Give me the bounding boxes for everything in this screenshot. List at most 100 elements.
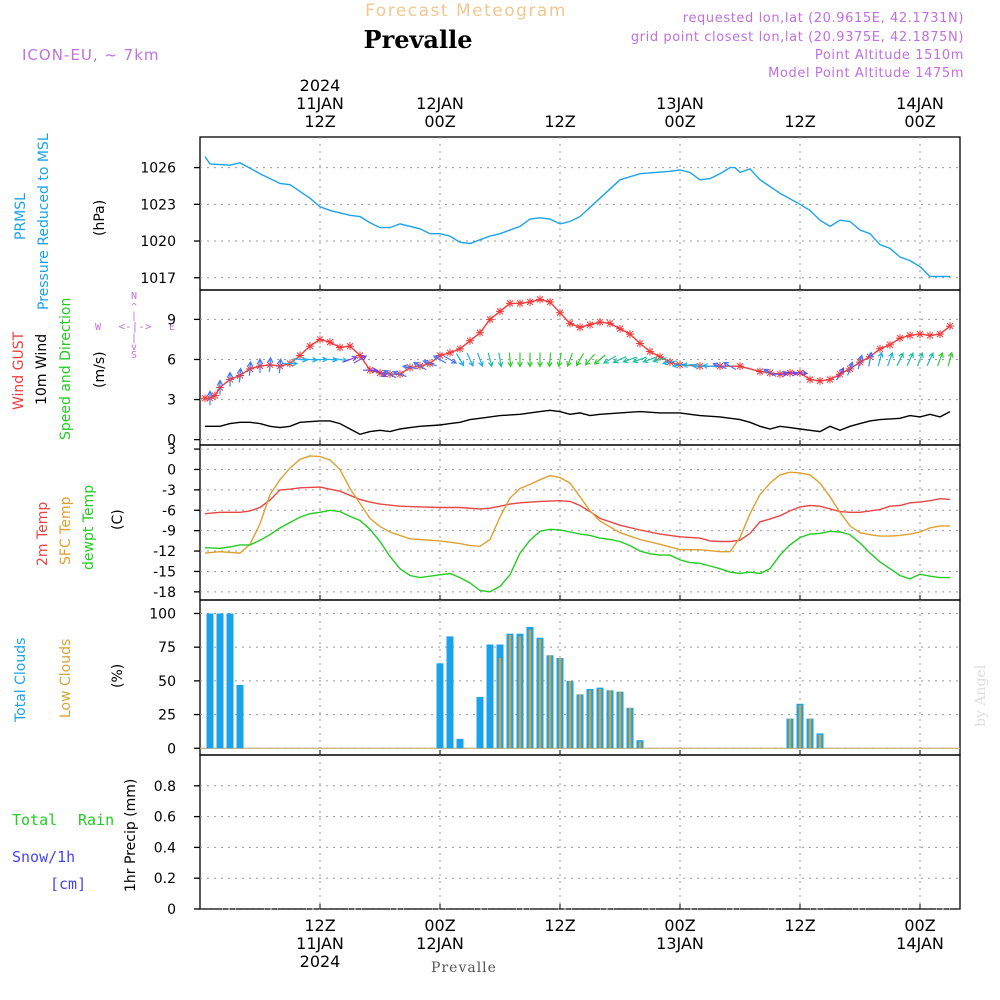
wind-arrow [422, 359, 437, 367]
t2m-label: 2m Temp [35, 502, 51, 566]
wind-arrow [527, 352, 533, 368]
wind-ytick-label: 3 [167, 393, 176, 409]
wind-arrow [477, 352, 484, 368]
gust-marker [436, 351, 444, 360]
time-label-bottom: 00Z [424, 916, 455, 935]
low-bar [628, 707, 632, 749]
10m-wind-line [205, 409, 951, 436]
meteogram-title: Forecast Meteogram [365, 1, 567, 21]
gust-marker [496, 307, 504, 316]
clouds-ytick-label: 0 [167, 741, 176, 757]
gust-marker [346, 342, 354, 351]
low-clouds-label: Low Clouds [58, 639, 74, 718]
gust-marker [556, 308, 564, 317]
total-bar [436, 663, 444, 749]
temperature-ytick-label: -6 [162, 503, 176, 519]
requested-coordinates: requested lon,lat (20.9615E, 42.1731N) [683, 11, 964, 26]
gust-marker [466, 336, 474, 345]
low-bar [558, 657, 562, 749]
wind-gust-label: Wind GUST [11, 331, 27, 410]
time-label-bottom: 2024 [300, 952, 341, 971]
wind-panel-labels: Wind GUST 10m Wind Speed and Direction (… [11, 291, 175, 440]
gust-marker [201, 394, 209, 403]
gust-marker [536, 295, 544, 304]
low-bar [818, 734, 822, 749]
precip-ytick-label: 0.8 [154, 779, 176, 795]
gust-marker [816, 376, 824, 385]
wind-panel: 0 3 6 9 [167, 289, 961, 449]
wind-arrow [632, 356, 647, 364]
pressure-panel-labels: PRMSL Pressure Reduced to MSL (hPa) [13, 133, 108, 310]
wind-arrow [466, 352, 474, 367]
wind-arrow [906, 352, 914, 367]
wind-arrow [857, 354, 864, 370]
station-title: Prevalle [364, 25, 473, 54]
gust-marker [936, 330, 944, 339]
wind-compass-icon: N ^ | W <-|-> E | v S [95, 291, 175, 361]
gust-marker [586, 320, 594, 329]
compass-bar-up: | [131, 311, 137, 322]
wind-arrow [926, 352, 934, 367]
gust-marker [506, 299, 514, 308]
wind-arrow [917, 351, 924, 367]
time-label-top: 12Z [304, 112, 335, 131]
gust-marker [566, 319, 574, 328]
wind-arrow [277, 357, 284, 374]
time-label-bottom: 00Z [904, 916, 935, 935]
wind-arrow [237, 367, 244, 383]
wind-arrow [593, 354, 606, 365]
wind-direction-label: Speed and Direction [58, 298, 74, 440]
time-label-bottom: 12Z [304, 916, 335, 935]
wind-arrow [432, 355, 447, 364]
time-label-bottom: 00Z [664, 916, 695, 935]
wind-arrow [267, 356, 274, 372]
gridpoint-coordinates: grid point closest lon,lat (20.9375E, 42… [631, 30, 964, 45]
temperature-ytick-label: -18 [153, 585, 176, 601]
wind-arrow [722, 362, 737, 371]
total-bar [216, 613, 224, 749]
time-label-top: 12JAN [416, 94, 464, 113]
gust-marker [336, 343, 344, 352]
prmsl-line [204, 156, 950, 278]
wind-arrow [602, 355, 617, 364]
gust-marker [516, 299, 524, 308]
wind-arrow [792, 370, 809, 377]
sfc-temp-label: SFC Temp [58, 496, 74, 565]
gust-marker [916, 330, 924, 339]
wind-arrow [622, 356, 637, 364]
gust-marker [476, 328, 484, 337]
wind-arrow [652, 357, 667, 364]
time-label-bottom: 12Z [544, 916, 575, 935]
wind-arrow [517, 352, 523, 368]
wind-arrow [217, 379, 223, 395]
temperature-ytick-label: 0 [167, 462, 176, 478]
wind-arrow [877, 351, 884, 367]
wind-ytick-label: 6 [167, 352, 176, 368]
dewpt-temp-line [204, 509, 950, 593]
clouds-ytick-label: 100 [149, 606, 176, 622]
gust-marker [576, 323, 584, 332]
sfc-temp-line [204, 455, 950, 554]
gust-marker [356, 351, 364, 360]
wind-arrow [207, 389, 213, 406]
low-bar [498, 657, 502, 749]
clouds-ytick-label: 75 [158, 640, 176, 656]
clouds-ytick-label: 50 [158, 674, 176, 690]
wind-arrow [537, 352, 543, 368]
total-bar [486, 644, 494, 749]
precip-panel-labels: Total Rain Snow/1h [cm] 1hr Precip (mm) [12, 779, 139, 893]
gust-marker [806, 375, 814, 384]
wind-arrow [887, 351, 894, 367]
wind-arrow [382, 370, 397, 379]
temperature-ytick-label: -9 [162, 524, 176, 540]
pressure-ytick-label: 1026 [140, 161, 176, 177]
gust-marker [826, 375, 834, 384]
low-bar [508, 635, 512, 749]
wind-unit-label: (m/s) [92, 351, 108, 388]
wind-arrow [546, 352, 553, 368]
time-label-top: 2024 [300, 76, 341, 95]
wind-arrow [257, 357, 263, 374]
gust-marker [326, 338, 334, 347]
compass-arrow-down: v [131, 342, 137, 353]
